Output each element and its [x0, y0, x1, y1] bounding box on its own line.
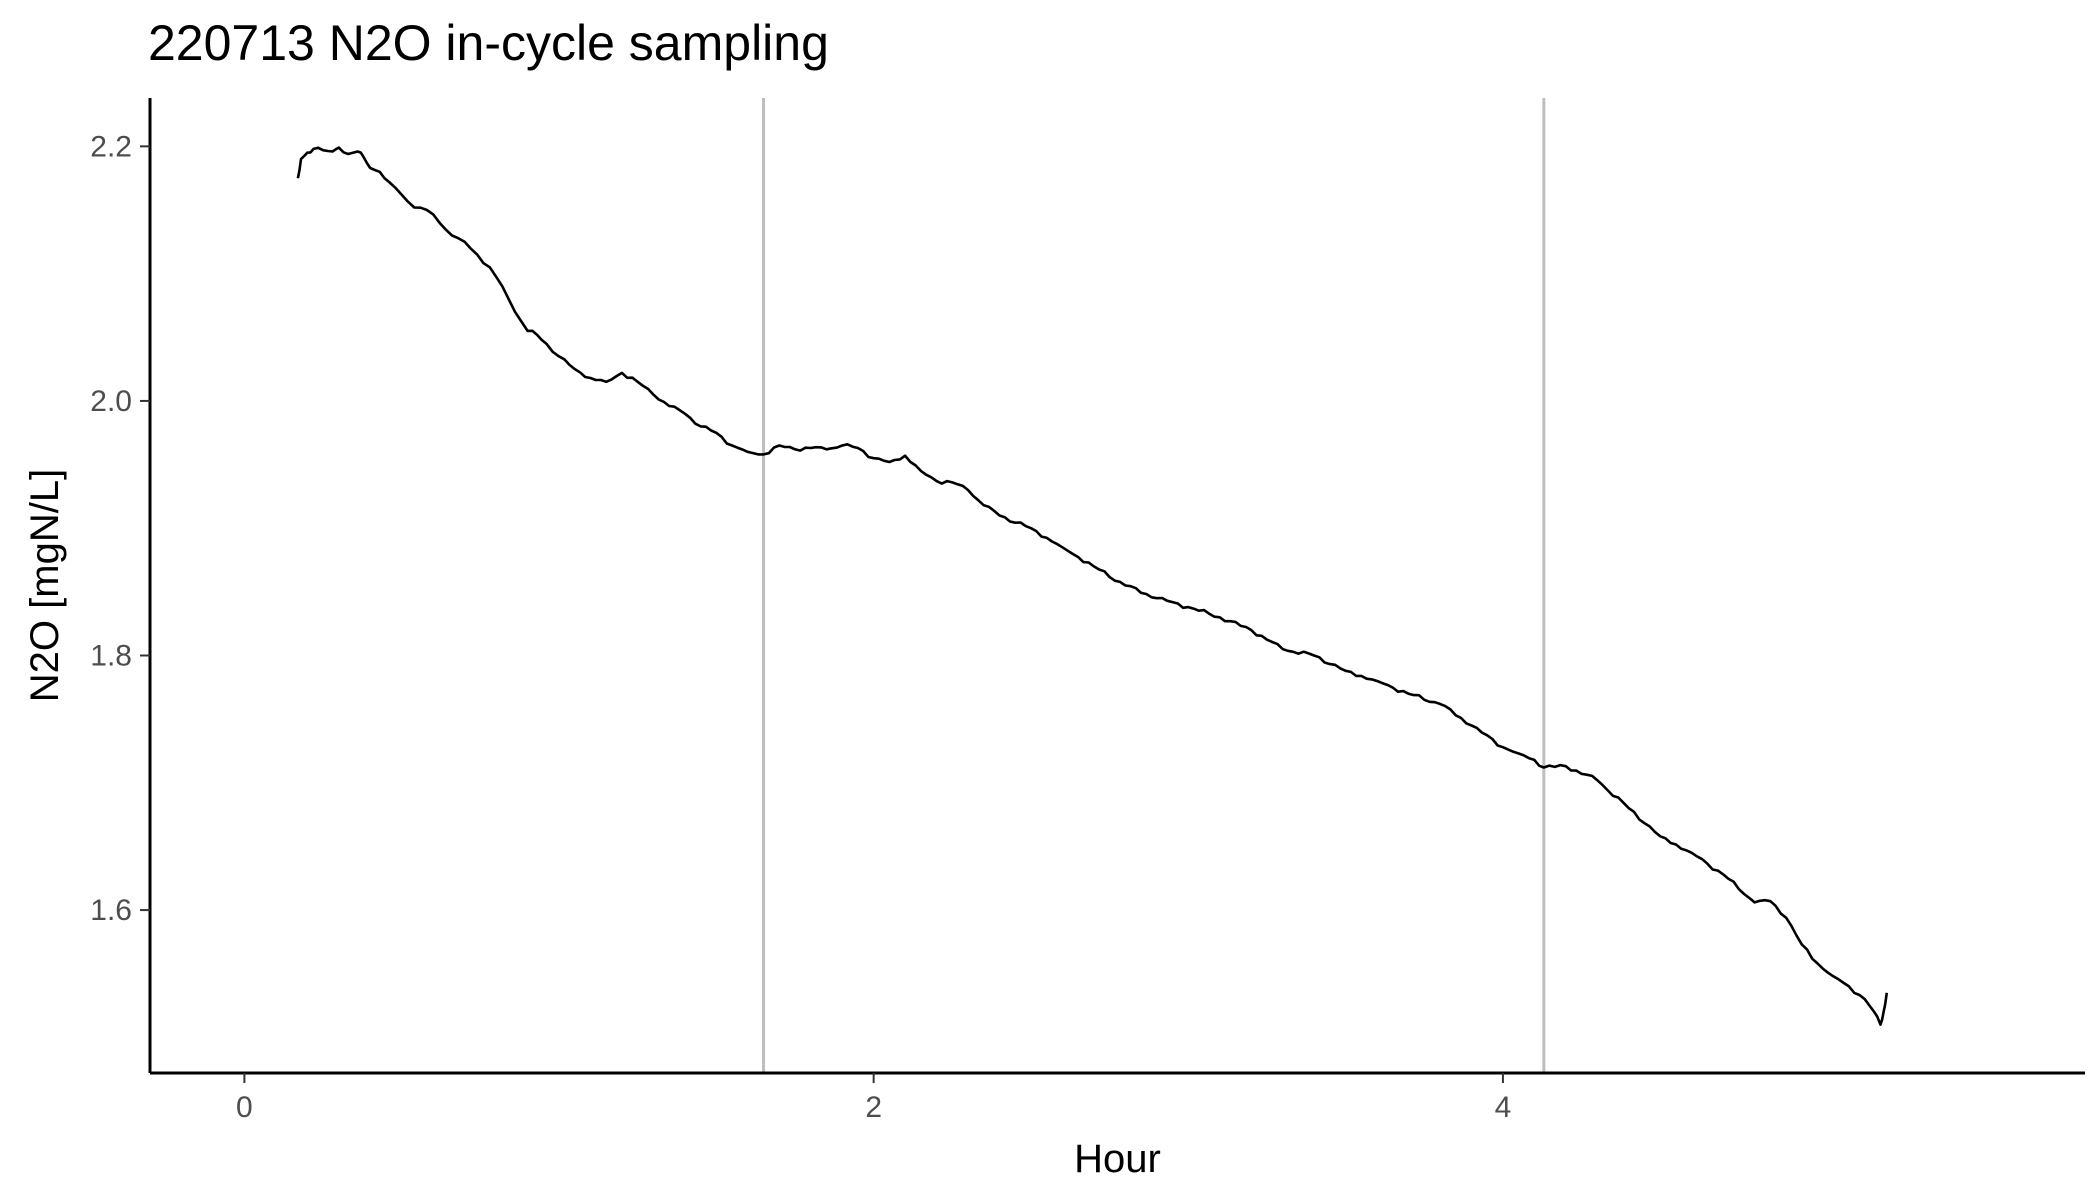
- y-tick-label: 2.0: [90, 385, 132, 418]
- x-tick-label: 2: [865, 1091, 882, 1124]
- y-tick-label: 1.6: [90, 894, 132, 927]
- n2o-series-line: [296, 146, 1889, 1026]
- x-tick-label: 0: [236, 1091, 253, 1124]
- x-tick-label: 4: [1495, 1091, 1512, 1124]
- x-axis-title: Hour: [1074, 1137, 1161, 1181]
- x-axis-ticks: 0 2 4: [236, 1073, 1511, 1124]
- y-tick-label: 1.8: [90, 640, 132, 673]
- vertical-reference-lines: [762, 98, 1546, 1073]
- y-tick-label: 2.2: [90, 130, 132, 163]
- y-axis-ticks: 1.6 1.8 2.0 2.2: [90, 130, 150, 927]
- y-axis-title: N2O [mgN/L]: [23, 469, 67, 702]
- chart-title: 220713 N2O in-cycle sampling: [148, 15, 829, 71]
